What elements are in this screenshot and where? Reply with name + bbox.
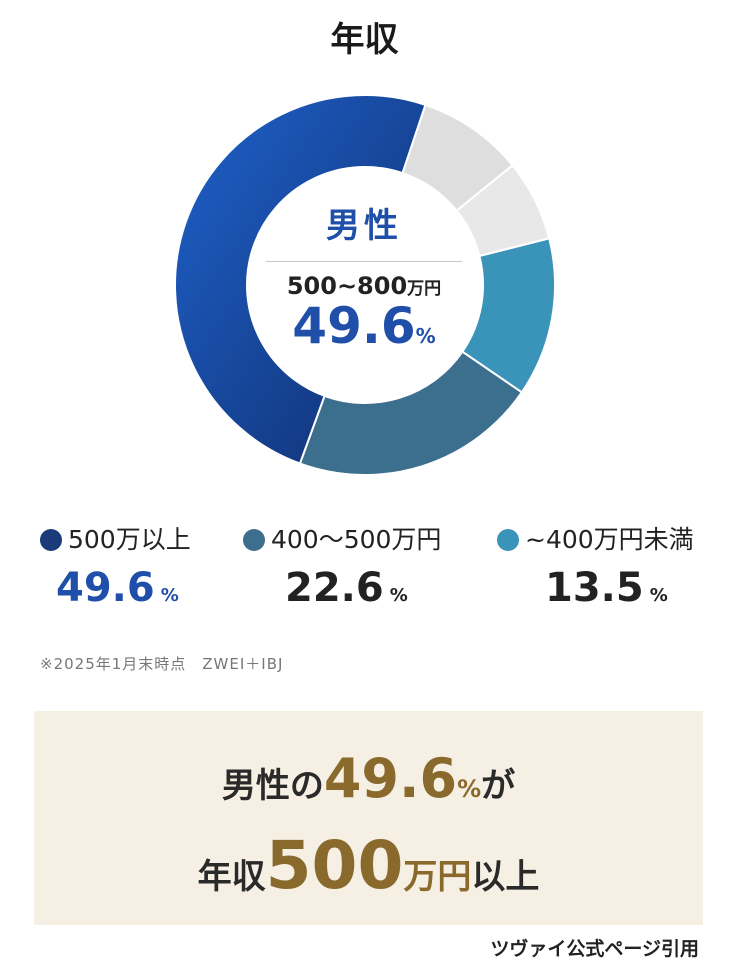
legend-value: 22.6	[285, 565, 384, 611]
legend-value-400-500: 22.6%	[285, 565, 408, 611]
summary-unit: 万円	[403, 857, 472, 897]
legend-value-under-400: 13.5%	[545, 565, 668, 611]
legend-label: 500万以上	[68, 525, 191, 554]
chart-title: 年収	[330, 20, 399, 60]
legend-label: ~400万円未満	[525, 525, 694, 554]
legend-value-500-plus: 49.6%	[56, 565, 179, 611]
summary-unit: %	[457, 775, 482, 803]
legend-unit: %	[389, 585, 408, 606]
legend-dot	[40, 529, 62, 551]
citation: ツヴァイ公式ページ引用	[490, 938, 699, 960]
summary-text: 以上	[471, 857, 540, 897]
summary-panel: 男性の49.6%が 年収500万円以上	[34, 711, 703, 925]
summary-line-2: 年収500万円以上	[34, 827, 703, 904]
donut-slice-4	[298, 350, 524, 475]
donut-chart	[175, 95, 555, 475]
summary-text: 年収	[197, 857, 266, 897]
summary-number: 500	[265, 827, 404, 904]
legend-unit: %	[649, 585, 668, 606]
center-range-unit: 万円	[407, 279, 442, 299]
legend-unit: %	[160, 585, 179, 606]
center-divider	[266, 261, 462, 262]
source-note: ※2025年1月末時点 ZWEI＋IBJ	[40, 655, 284, 673]
summary-number: 49.6	[323, 747, 458, 810]
legend-item-under-400: ~400万円未満	[497, 520, 694, 556]
donut-center: 男性 500~800万円 49.6%	[254, 180, 474, 353]
legend-value: 49.6	[56, 565, 155, 611]
legend-dot	[497, 529, 519, 551]
donut-slice-0	[175, 95, 427, 465]
center-range-value: 500~800	[286, 272, 408, 300]
center-pct-unit: %	[415, 324, 436, 348]
legend-item-400-500: 400〜500万円	[243, 520, 441, 556]
legend-label: 400〜500万円	[271, 525, 442, 554]
summary-text: が	[481, 766, 516, 806]
center-percentage: 49.6%	[254, 300, 474, 353]
center-label: 男性	[326, 206, 402, 246]
legend-dot	[243, 529, 265, 551]
legend-item-500-plus: 500万以上	[40, 520, 191, 556]
legend-value: 13.5	[545, 565, 644, 611]
summary-text: 男性の	[221, 766, 324, 806]
summary-line-1: 男性の49.6%が	[34, 747, 703, 810]
center-range: 500~800万円	[254, 272, 474, 300]
center-pct-value: 49.6	[292, 297, 416, 355]
